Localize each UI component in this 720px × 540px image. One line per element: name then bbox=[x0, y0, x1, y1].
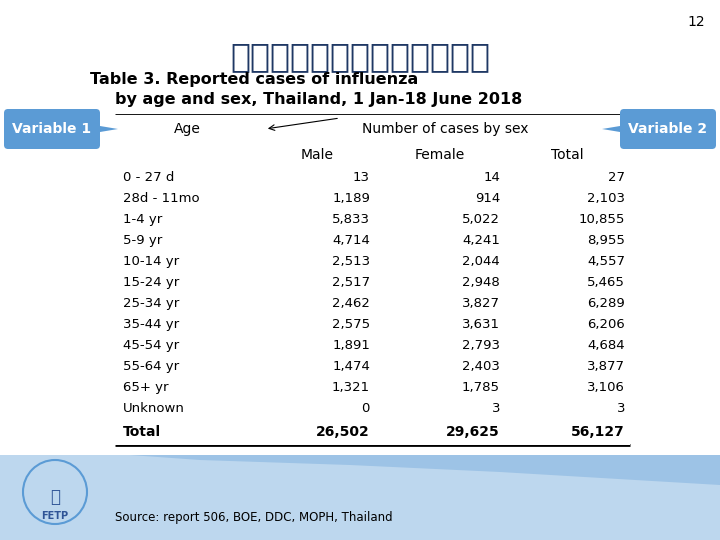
Polygon shape bbox=[130, 455, 720, 485]
Text: 10,855: 10,855 bbox=[579, 213, 625, 226]
Text: 1,785: 1,785 bbox=[462, 381, 500, 394]
Text: 2,103: 2,103 bbox=[587, 192, 625, 205]
Text: ตารางสองตวแปร: ตารางสองตวแปร bbox=[230, 40, 490, 73]
Text: Source: report 506, BOE, DDC, MOPH, Thailand: Source: report 506, BOE, DDC, MOPH, Thai… bbox=[115, 511, 392, 524]
Text: Variable 2: Variable 2 bbox=[629, 122, 708, 136]
Text: 5,022: 5,022 bbox=[462, 213, 500, 226]
Text: 13: 13 bbox=[353, 171, 370, 184]
Text: 2,948: 2,948 bbox=[462, 276, 500, 289]
Text: 1,891: 1,891 bbox=[332, 339, 370, 352]
Text: 4,714: 4,714 bbox=[332, 234, 370, 247]
Polygon shape bbox=[602, 125, 626, 133]
Text: 29,625: 29,625 bbox=[446, 425, 500, 439]
Text: 3,631: 3,631 bbox=[462, 318, 500, 331]
Text: 8,955: 8,955 bbox=[587, 234, 625, 247]
Text: Table 3. Reported cases of influenza: Table 3. Reported cases of influenza bbox=[90, 72, 418, 87]
Text: 5-9 yr: 5-9 yr bbox=[123, 234, 162, 247]
Text: 3: 3 bbox=[492, 402, 500, 415]
Polygon shape bbox=[94, 125, 118, 133]
Text: 65+ yr: 65+ yr bbox=[123, 381, 168, 394]
Bar bbox=[0, 455, 720, 540]
Text: 5,465: 5,465 bbox=[587, 276, 625, 289]
Text: 3: 3 bbox=[616, 402, 625, 415]
Bar bbox=[115, 115, 630, 445]
Text: 0 - 27 d: 0 - 27 d bbox=[123, 171, 174, 184]
Text: 35-44 yr: 35-44 yr bbox=[123, 318, 179, 331]
Text: FETP: FETP bbox=[42, 511, 68, 521]
Text: by age and sex, Thailand, 1 Jan-18 June 2018: by age and sex, Thailand, 1 Jan-18 June … bbox=[115, 92, 522, 107]
Text: 12: 12 bbox=[688, 15, 705, 29]
Text: 27: 27 bbox=[608, 171, 625, 184]
Text: 28d - 11mo: 28d - 11mo bbox=[123, 192, 199, 205]
Text: 0: 0 bbox=[361, 402, 370, 415]
Text: 2,793: 2,793 bbox=[462, 339, 500, 352]
Text: 4,241: 4,241 bbox=[462, 234, 500, 247]
FancyBboxPatch shape bbox=[620, 109, 716, 149]
Text: 1-4 yr: 1-4 yr bbox=[123, 213, 162, 226]
Text: 1,321: 1,321 bbox=[332, 381, 370, 394]
Text: 26,502: 26,502 bbox=[316, 425, 370, 439]
Text: 6,289: 6,289 bbox=[588, 297, 625, 310]
Text: 2,575: 2,575 bbox=[332, 318, 370, 331]
Text: 25-34 yr: 25-34 yr bbox=[123, 297, 179, 310]
Text: 6,206: 6,206 bbox=[588, 318, 625, 331]
Text: 2,517: 2,517 bbox=[332, 276, 370, 289]
Text: Unknown: Unknown bbox=[123, 402, 185, 415]
Text: 45-54 yr: 45-54 yr bbox=[123, 339, 179, 352]
Text: Total: Total bbox=[123, 425, 161, 439]
Text: Variable 1: Variable 1 bbox=[12, 122, 91, 136]
Text: 2,403: 2,403 bbox=[462, 360, 500, 373]
Text: Male: Male bbox=[301, 148, 334, 162]
Text: 56,127: 56,127 bbox=[571, 425, 625, 439]
Text: 15-24 yr: 15-24 yr bbox=[123, 276, 179, 289]
Text: 2,513: 2,513 bbox=[332, 255, 370, 268]
Text: 3,877: 3,877 bbox=[587, 360, 625, 373]
Text: 3,827: 3,827 bbox=[462, 297, 500, 310]
Text: 1,474: 1,474 bbox=[332, 360, 370, 373]
Text: 55-64 yr: 55-64 yr bbox=[123, 360, 179, 373]
Text: 2,462: 2,462 bbox=[332, 297, 370, 310]
Text: Number of cases by sex: Number of cases by sex bbox=[361, 122, 528, 136]
Text: Female: Female bbox=[415, 148, 465, 162]
Text: Total: Total bbox=[552, 148, 584, 162]
Text: 2,044: 2,044 bbox=[462, 255, 500, 268]
Text: ⛩: ⛩ bbox=[50, 488, 60, 506]
Text: 14: 14 bbox=[483, 171, 500, 184]
Text: 1,189: 1,189 bbox=[332, 192, 370, 205]
Text: 10-14 yr: 10-14 yr bbox=[123, 255, 179, 268]
Text: 914: 914 bbox=[474, 192, 500, 205]
Text: 4,557: 4,557 bbox=[587, 255, 625, 268]
Text: 3,106: 3,106 bbox=[587, 381, 625, 394]
Text: 4,684: 4,684 bbox=[588, 339, 625, 352]
Text: 5,833: 5,833 bbox=[332, 213, 370, 226]
FancyBboxPatch shape bbox=[4, 109, 100, 149]
Text: Age: Age bbox=[174, 122, 201, 136]
